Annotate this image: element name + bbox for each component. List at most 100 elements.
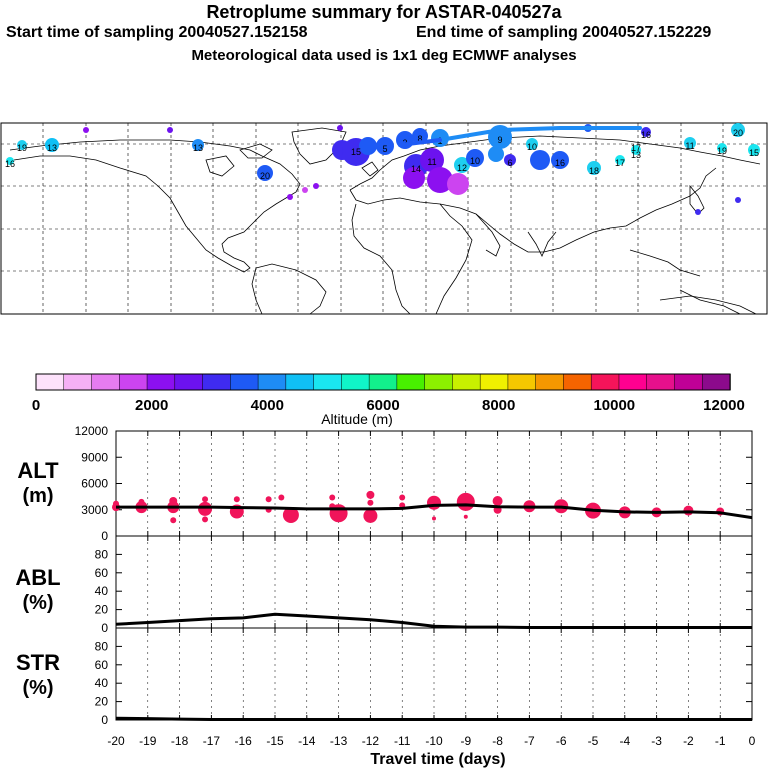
x-tick-label: -13 [330,734,348,748]
plume-cluster [641,127,651,137]
colorbar-swatch [341,373,370,391]
x-tick-label: -3 [651,734,662,748]
colorbar-swatch [285,373,315,391]
colorbar-tick: 0 [32,397,40,414]
x-tick-label: -7 [524,734,535,748]
colorbar-swatch [563,373,592,391]
str-panel: 0 20 40 60 80 [95,627,753,727]
cluster-marker [427,495,441,510]
cluster-marker [265,496,272,503]
y-tick-label: 6000 [81,477,108,491]
y-tick-label: 3000 [81,503,108,517]
y-tick-label: 40 [95,676,109,690]
plume-cluster [359,137,377,155]
plume-cluster [631,145,641,155]
colorbar-swatch [701,373,731,391]
plume-cluster [551,151,569,169]
colorbar-tick: 2000 [135,397,168,414]
colorbar-swatch [146,373,176,391]
x-tick-label: -19 [139,734,157,748]
plume-cluster [684,137,696,149]
start-time: Start time of sampling 20040527.152158 [6,24,308,41]
colorbar-tick: 6000 [366,397,399,414]
colorbar-swatch [174,373,204,391]
plume-label: 10 [470,156,480,166]
plume-cluster [526,138,538,150]
plume-label: 15 [749,148,759,158]
x-tick-label: -11 [394,734,411,748]
x-tick-label: -18 [171,734,189,748]
y-tick-label: 60 [95,566,109,580]
plume-cluster [403,167,425,189]
x-tick-label: -17 [203,734,221,748]
plume-cluster [587,161,601,175]
x-tick-label: -2 [683,734,694,748]
plume-label: 19 [17,143,27,153]
plume-label: 15 [351,147,361,157]
colorbar-swatch [618,373,648,391]
y-tick-label: 80 [95,639,109,653]
colorbar-swatch [91,373,121,391]
plume-cluster [83,127,89,133]
plume-cluster [504,154,516,166]
y-tick-label: 12000 [75,424,109,438]
cluster-marker [463,514,468,519]
colorbar-frame [35,373,731,391]
x-tick-label: -4 [619,734,630,748]
x-axis-ticks: -20 -19 -18 -17 -16 -15 -14 -13 -12 -11 -10 -9 -8 -7-… [107,734,755,748]
cluster-marker [329,504,348,523]
plume-label: 20 [733,128,743,138]
plume-cluster [530,150,550,170]
cluster-marker [113,500,119,507]
plume-cluster [735,197,741,203]
plume-label: 5 [382,144,387,154]
x-tick-label: -14 [298,734,316,748]
plume-label: 16 [5,159,15,169]
plume-label: 8 [417,134,422,144]
abl-panel-label: ABL [15,565,60,590]
panel-labels: ALT (m) ABL (%) STR (%) [15,458,60,699]
plume-label: 14 [411,164,421,174]
alt-panel: 0 3000 6000 9000 12000 [75,424,753,543]
x-tick-label: -12 [362,734,380,748]
colorbar-swatch [507,373,537,391]
plume-cluster [45,138,59,152]
plume-label: 20 [260,171,270,181]
cluster-marker [367,499,374,506]
colorbar-title: Altitude (m) [321,411,393,427]
plume-label: 10 [527,142,537,152]
str-panel-unit: (%) [22,677,53,699]
colorbar-swatch [590,373,620,391]
colorbar-swatch [424,373,454,391]
cluster-marker [363,508,378,523]
cluster-marker [492,496,503,506]
cluster-marker [278,494,285,501]
colorbar-swatch [257,373,287,391]
y-tick-label: 40 [95,584,109,598]
plume-label: 13 [193,143,203,153]
plume-cluster [615,155,625,165]
colorbar-swatch [202,373,232,391]
colorbar-swatch [35,373,65,391]
plume-cluster [17,140,27,150]
plume-cluster [192,139,204,151]
x-tick-label: -5 [588,734,599,748]
plume-cluster [6,157,14,165]
plume-cluster [447,173,469,195]
plume-label: 6 [507,158,512,168]
plume-label: 13 [631,150,641,160]
end-time: End time of sampling 20040527.152229 [416,24,712,41]
plume-label: 18 [589,166,599,176]
cluster-marker [282,507,299,523]
plume-cluster [420,148,444,172]
x-tick-label: -10 [425,734,443,748]
y-tick-label: 0 [101,529,108,543]
plume-cluster [313,183,319,189]
series-line [115,716,752,721]
x-axis-title: Travel time (days) [370,751,505,768]
cluster-marker [456,492,475,511]
plume-label: 16 [555,158,565,168]
cluster-marker [138,498,145,505]
